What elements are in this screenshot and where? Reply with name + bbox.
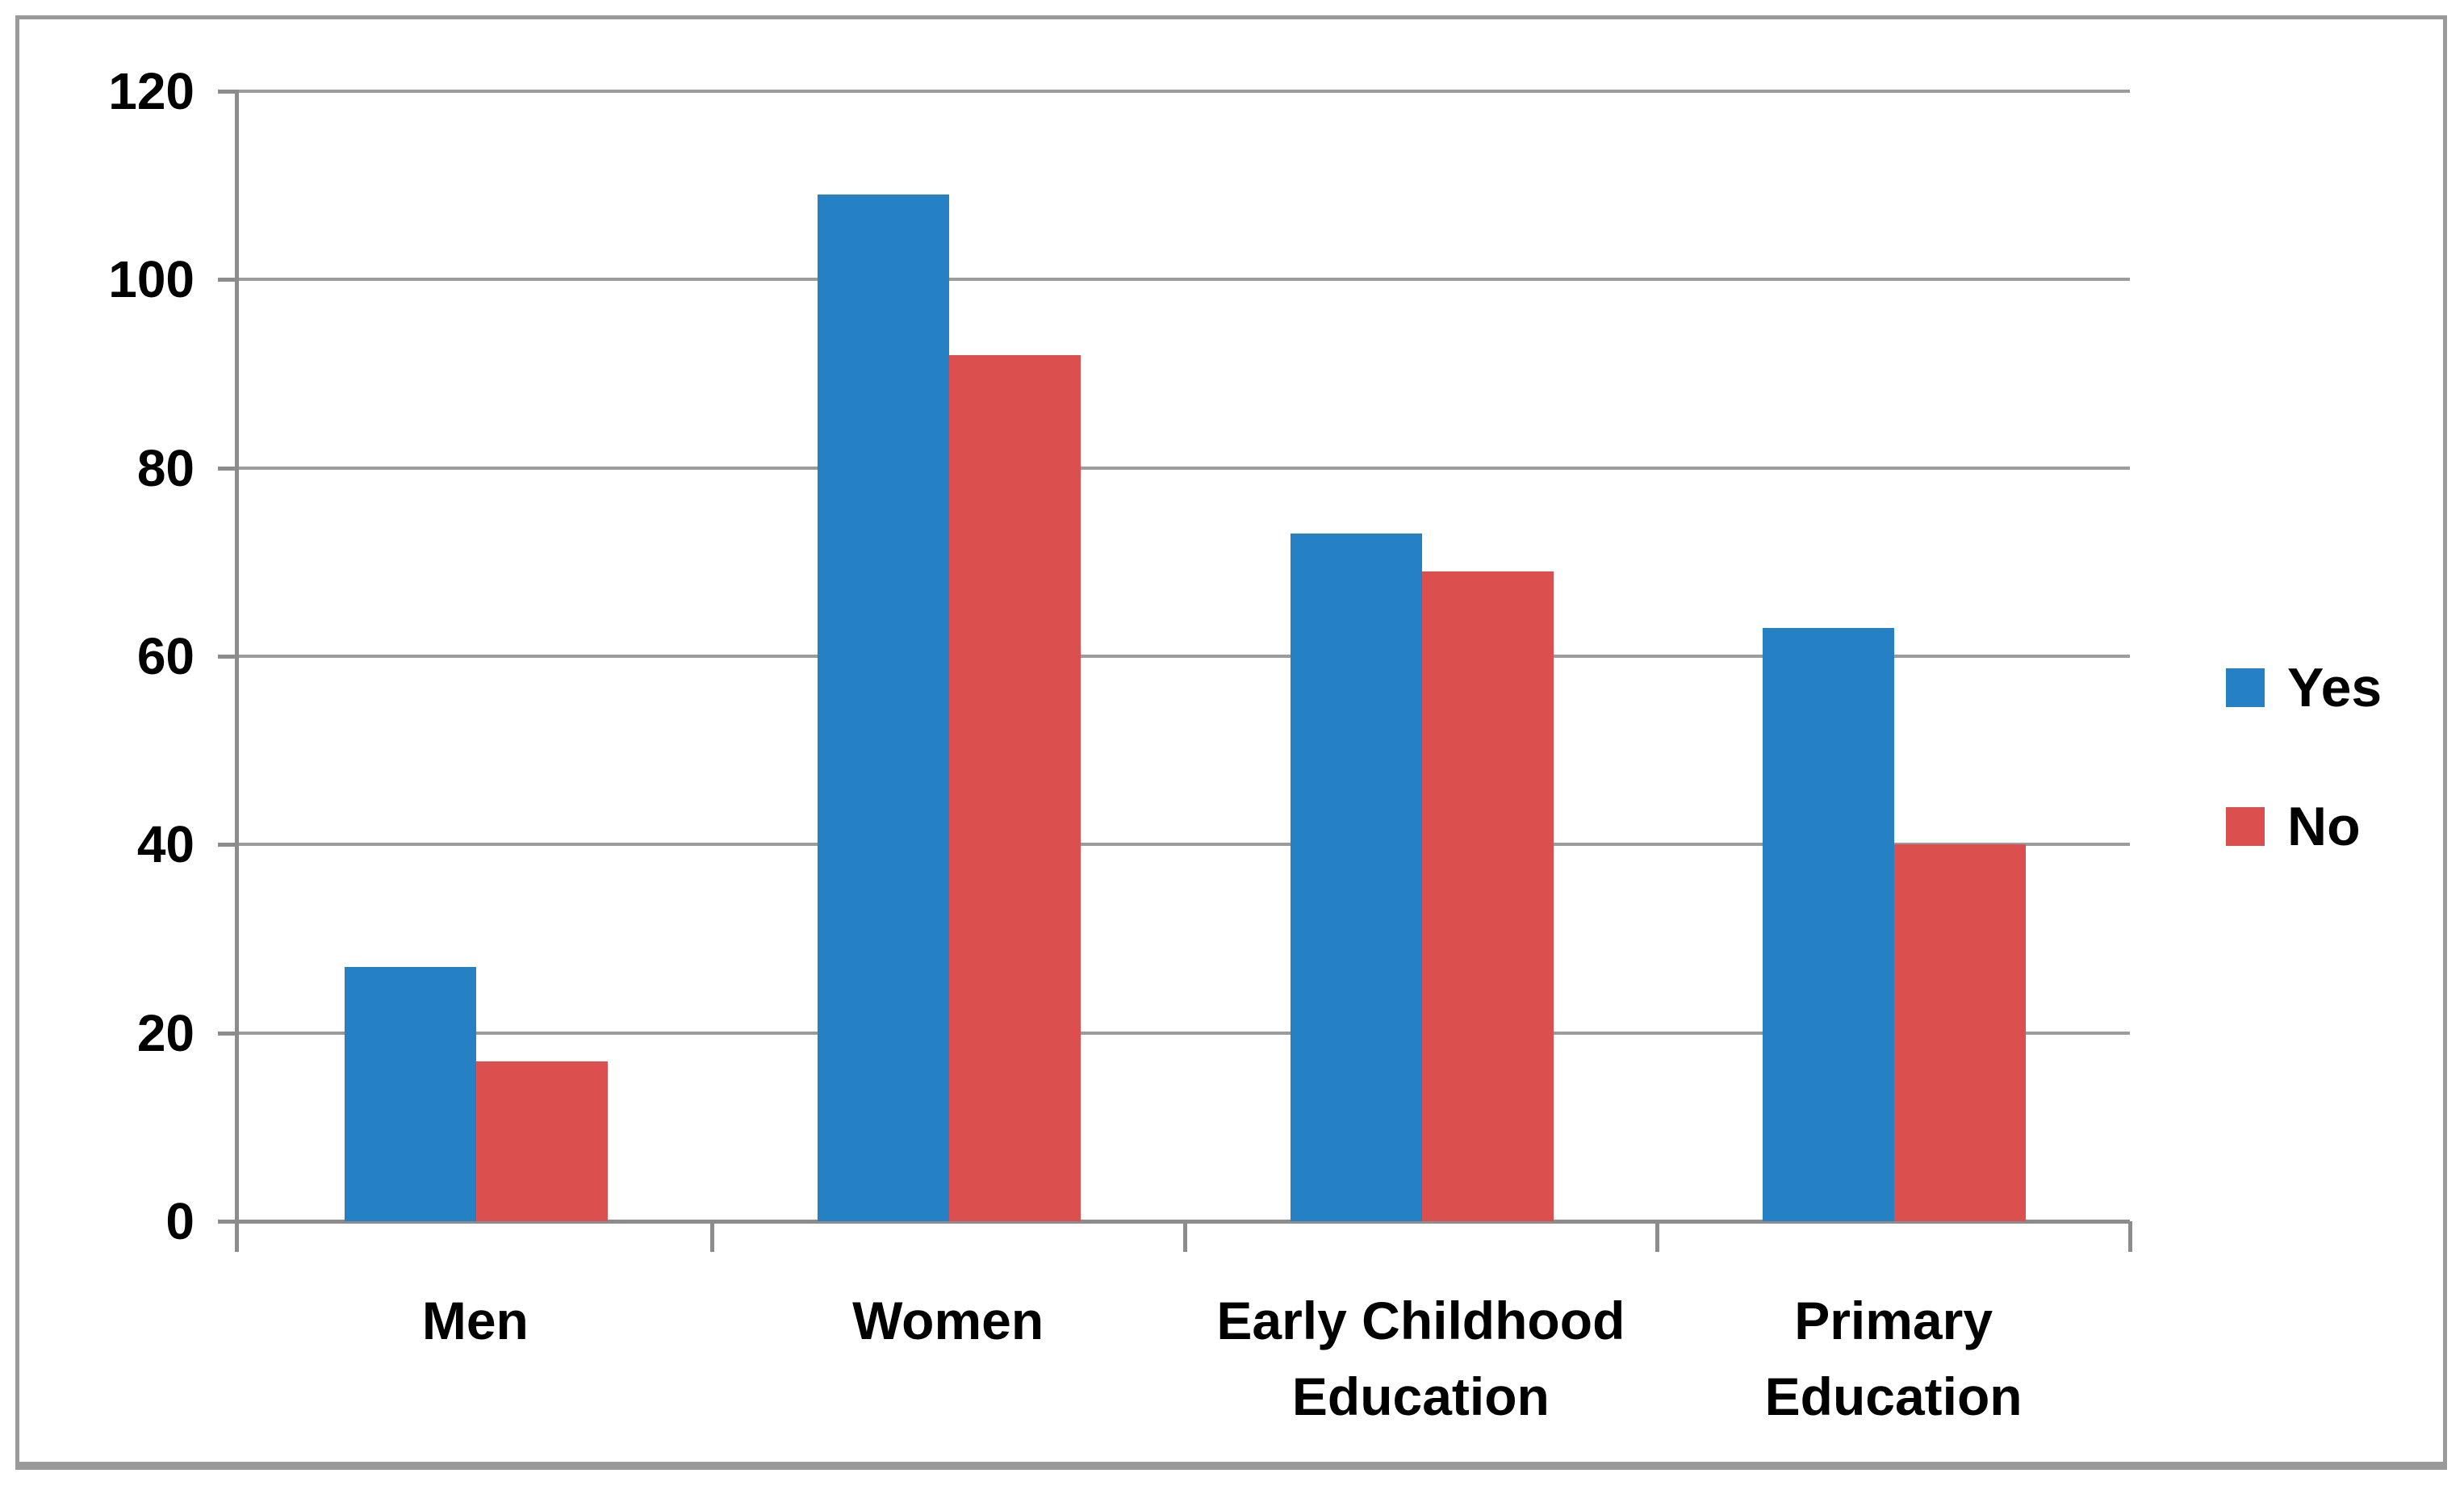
y-tick-label-100: 100 — [108, 250, 195, 309]
bar-yes-primary-education — [1763, 628, 1895, 1221]
x-axis-tick-4 — [2128, 1221, 2132, 1252]
y-tick-label-20: 20 — [136, 1003, 195, 1062]
y-axis-tick-0 — [218, 1220, 239, 1224]
legend-label-no: No — [2287, 796, 2361, 857]
x-axis-tick-1 — [709, 1221, 714, 1252]
plot-area: 0 20 40 60 80 100 120 Men Women Early Childhood E… — [108, 65, 2132, 1426]
category-label-primary-education: Primary Education — [1764, 1291, 2023, 1426]
bar-yes-women — [817, 195, 949, 1221]
category-label-early-childhood-education: Early Childhood Education — [1216, 1291, 1625, 1426]
y-tick-label-60: 60 — [136, 627, 195, 685]
x-axis — [218, 1220, 2130, 1224]
gridline-40 — [239, 843, 2130, 847]
bar-no-women — [948, 354, 1081, 1221]
y-tick-label-40: 40 — [136, 815, 195, 874]
legend: Yes No — [2226, 660, 2382, 938]
y-axis-tick-120 — [218, 90, 239, 94]
y-axis-tick-40 — [218, 843, 239, 848]
category-label-men: Men — [421, 1291, 529, 1350]
y-axis-tick-80 — [218, 466, 239, 471]
bar-no-primary-education — [1894, 844, 2027, 1221]
x-axis-tick-3 — [1655, 1221, 1660, 1252]
bar-yes-men — [345, 967, 476, 1221]
y-tick-label-0: 0 — [165, 1192, 195, 1250]
x-axis-tick-2 — [1182, 1221, 1187, 1252]
gridline-80 — [239, 466, 2130, 470]
y-axis-tick-100 — [218, 278, 239, 283]
bar-yes-early-childhood-education — [1290, 534, 1422, 1221]
bar-no-men — [476, 1061, 608, 1221]
chart-frame: 0 20 40 60 80 100 120 Men Women Early Childhood E… — [15, 15, 2447, 1470]
category-label-women: Women — [852, 1291, 1044, 1350]
y-axis — [235, 91, 239, 1252]
y-axis-tick-20 — [218, 1031, 239, 1036]
gridline-120 — [239, 90, 2130, 93]
bar-no-early-childhood-education — [1421, 571, 1554, 1221]
legend-swatch-yes-icon — [2226, 668, 2265, 707]
legend-swatch-no-icon — [2226, 807, 2265, 846]
y-tick-label-120: 120 — [108, 62, 195, 120]
gridline-100 — [239, 278, 2130, 282]
gridline-60 — [239, 655, 2130, 658]
gridline-20 — [239, 1031, 2130, 1035]
y-axis-tick-60 — [218, 655, 239, 659]
legend-item-no: No — [2226, 799, 2382, 854]
legend-label-yes: Yes — [2287, 657, 2382, 718]
y-tick-label-80: 80 — [136, 438, 195, 497]
legend-item-yes: Yes — [2226, 660, 2382, 715]
